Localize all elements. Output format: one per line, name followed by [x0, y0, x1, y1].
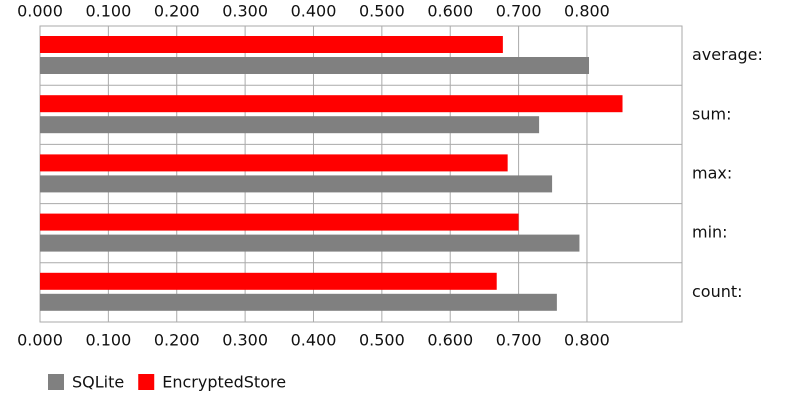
- category-label: min:: [692, 223, 728, 242]
- bar: [40, 154, 508, 172]
- x-tick-label-top: 0.000: [17, 2, 63, 21]
- x-tick-label-top: 0.200: [154, 2, 200, 21]
- x-tick-label-bottom: 0.800: [564, 331, 610, 350]
- x-tick-label-top: 0.800: [564, 2, 610, 21]
- bar: [40, 175, 553, 193]
- category-label: max:: [692, 164, 732, 183]
- x-tick-label-bottom: 0.200: [154, 331, 200, 350]
- bar: [40, 272, 497, 290]
- legend-label: EncryptedStore: [162, 373, 286, 392]
- x-tick-label-bottom: 0.600: [427, 331, 473, 350]
- bar: [40, 234, 580, 252]
- bar: [40, 95, 623, 113]
- x-tick-label-top: 0.500: [359, 2, 405, 21]
- category-label: count:: [692, 282, 743, 301]
- bar: [40, 116, 540, 134]
- x-tick-label-bottom: 0.700: [496, 331, 542, 350]
- x-tick-label-top: 0.300: [222, 2, 268, 21]
- x-tick-label-top: 0.600: [427, 2, 473, 21]
- legend-swatch: [138, 374, 155, 390]
- x-tick-label-bottom: 0.000: [17, 331, 63, 350]
- x-tick-label-bottom: 0.100: [85, 331, 131, 350]
- x-tick-label-top: 0.700: [496, 2, 542, 21]
- category-label: sum:: [692, 104, 731, 123]
- legend-label: SQLite: [72, 373, 124, 392]
- x-tick-label-top: 0.100: [85, 2, 131, 21]
- x-tick-label-bottom: 0.300: [222, 331, 268, 350]
- legend-swatch: [48, 374, 64, 390]
- bar: [40, 213, 519, 231]
- bar: [40, 57, 590, 74]
- x-tick-label-bottom: 0.400: [291, 331, 337, 350]
- x-tick-label-bottom: 0.500: [359, 331, 405, 350]
- x-tick-label-top: 0.400: [291, 2, 337, 21]
- bar: [40, 293, 557, 311]
- category-label: average:: [692, 45, 763, 64]
- bar: [40, 36, 503, 53]
